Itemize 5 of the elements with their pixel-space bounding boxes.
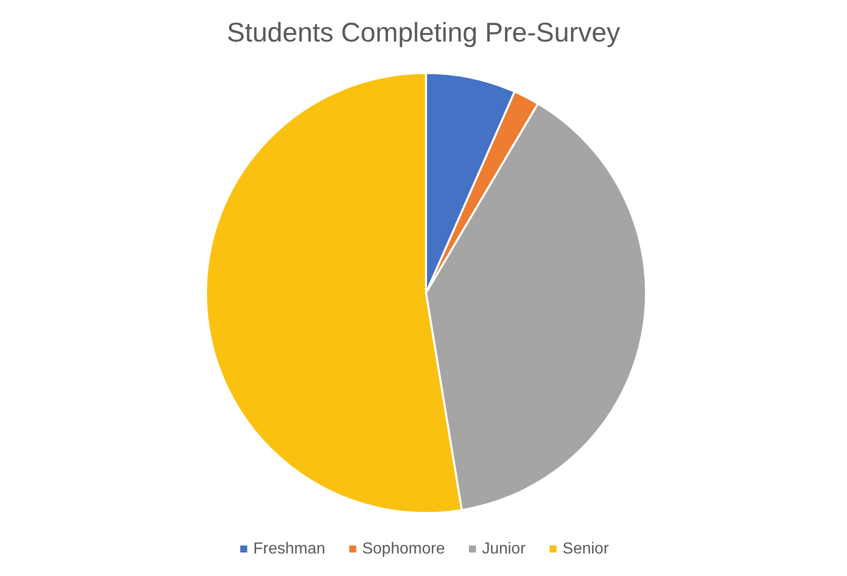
chart-title: Students Completing Pre-Survey: [226, 18, 621, 48]
legend-label: Junior: [482, 540, 526, 558]
legend-label: Sophomore: [362, 540, 446, 558]
legend-label: Freshman: [253, 540, 326, 558]
legend-label: Senior: [562, 540, 610, 558]
